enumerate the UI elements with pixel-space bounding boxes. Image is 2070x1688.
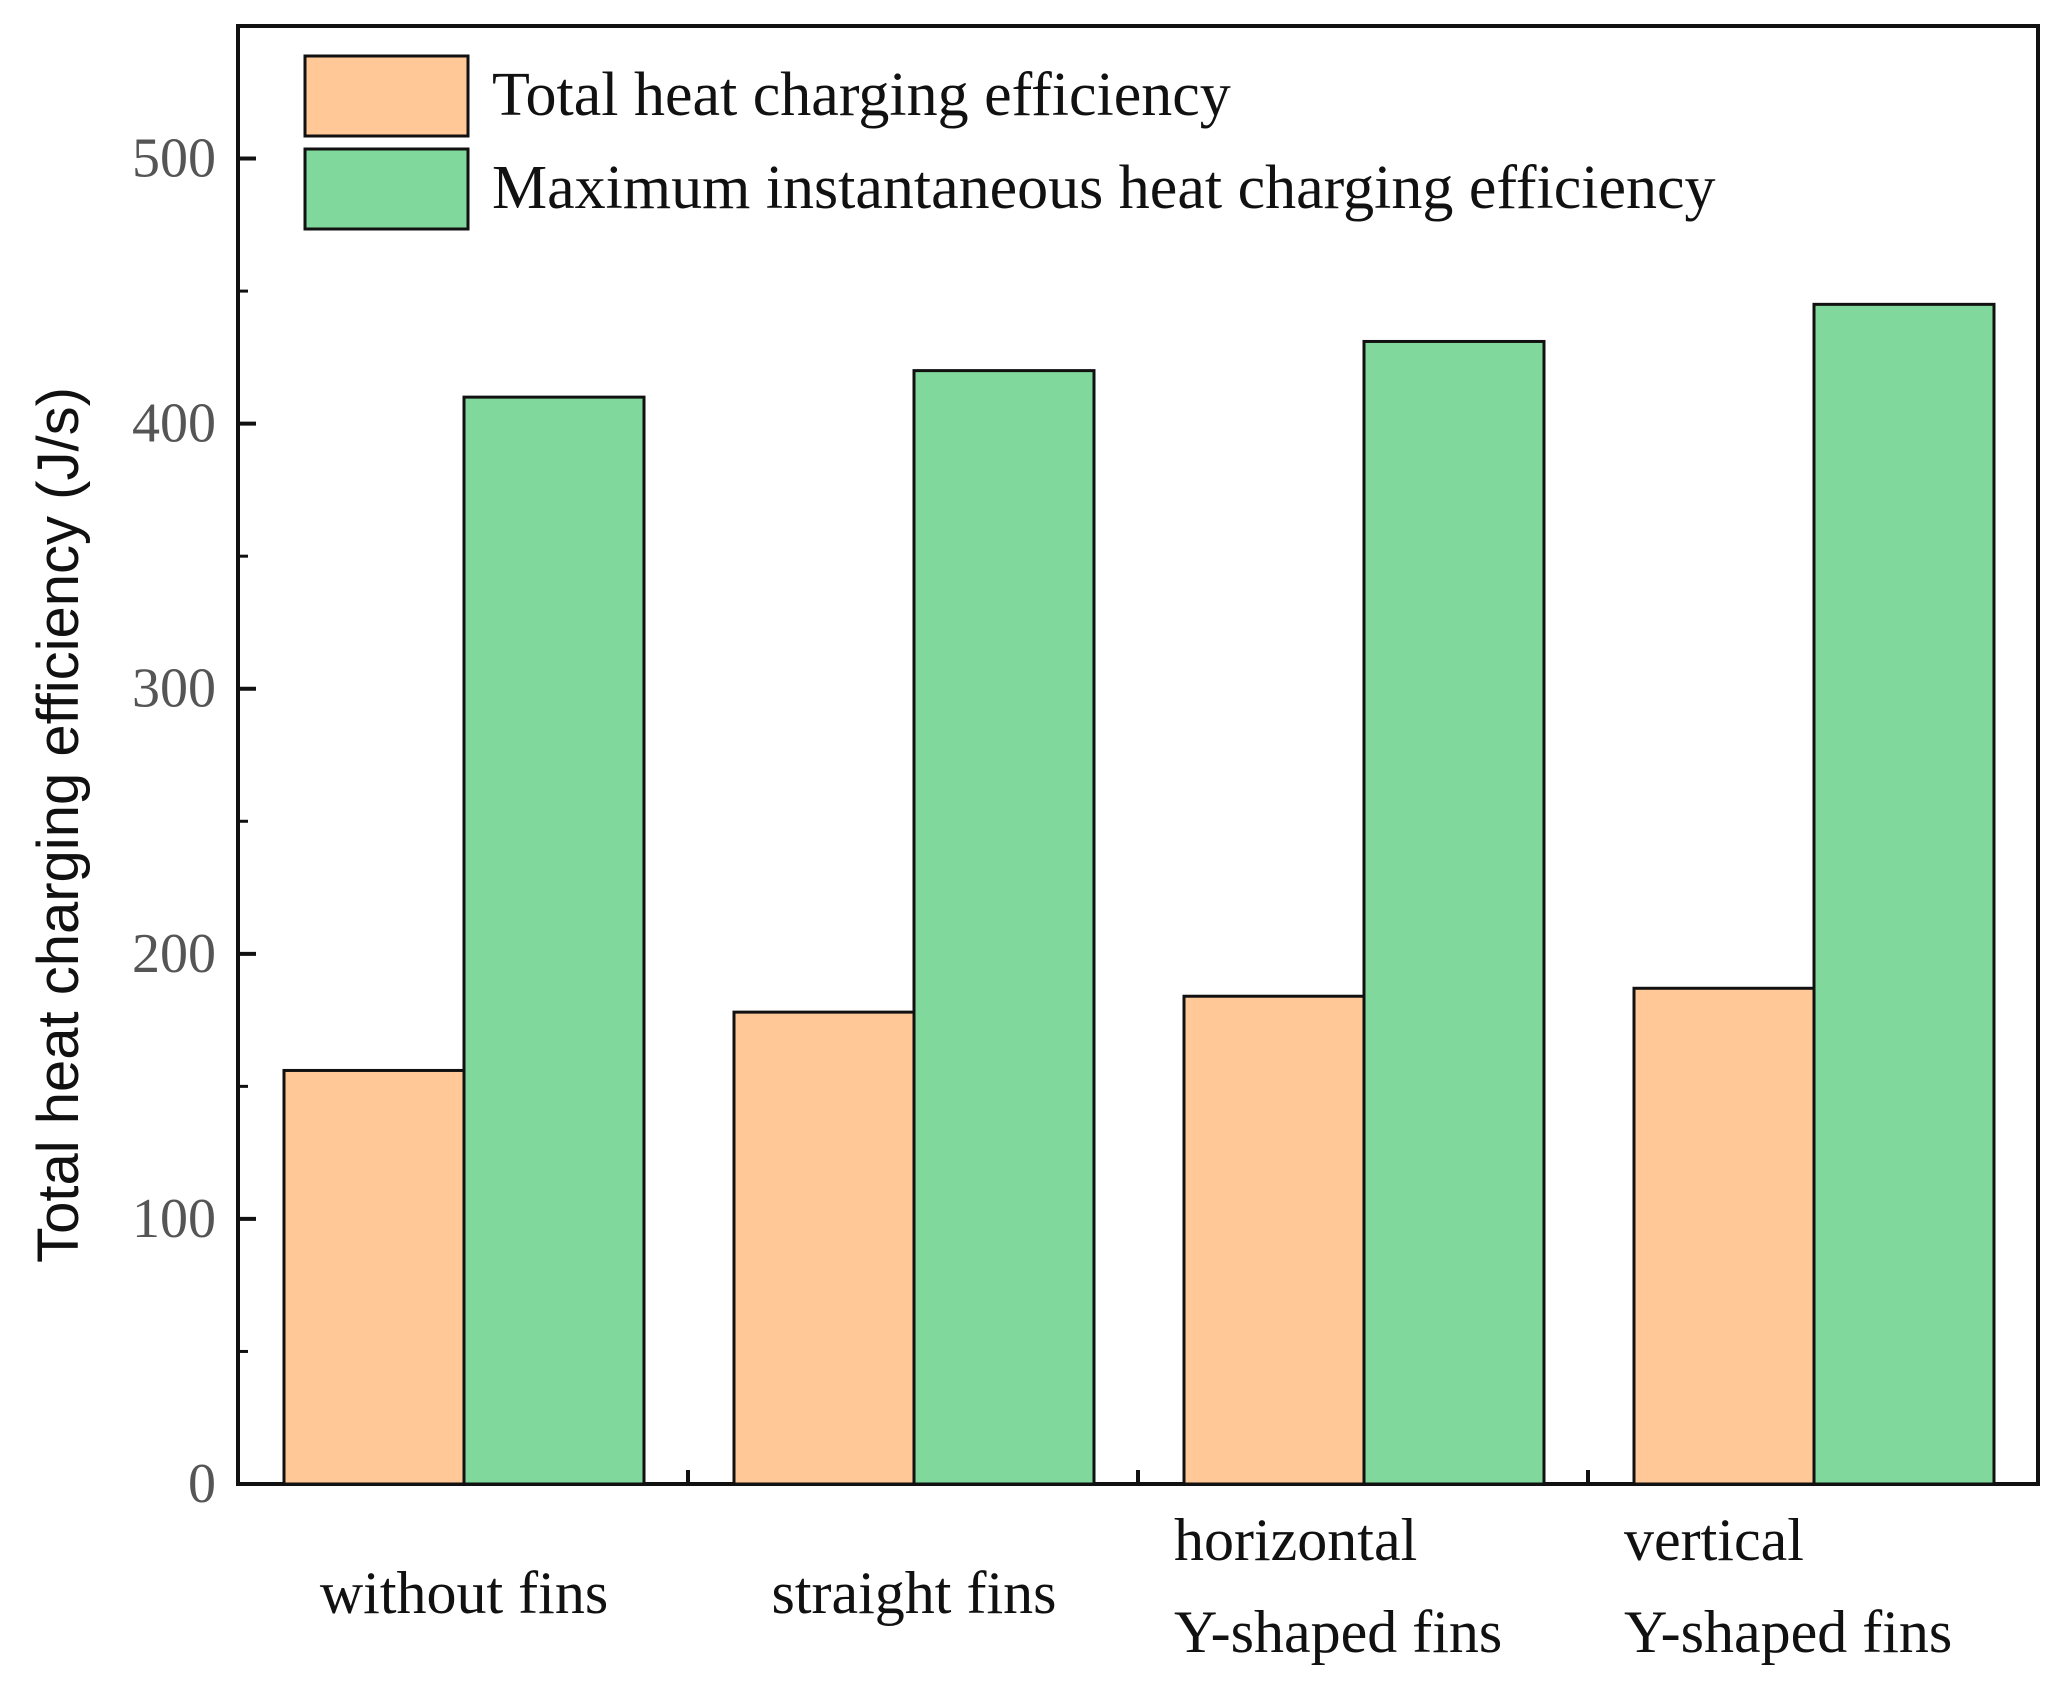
x-category-label: straight fins (772, 1560, 1057, 1626)
x-category-label: vertical (1624, 1507, 1804, 1573)
legend-label: Total heat charging efficiency (492, 61, 1231, 129)
bar-maximum-0 (462, 395, 646, 1486)
y-tick-label: 100 (132, 1188, 216, 1250)
y-axis: 0 100 200 300 400 500 (132, 24, 256, 1515)
y-tick-label: 0 (188, 1453, 216, 1515)
legend-label: Maximum instantaneous heat charging effi… (492, 154, 1716, 222)
y-tick-label: 500 (132, 128, 216, 190)
bar-total-0 (282, 1068, 466, 1486)
bar-total-2 (1182, 994, 1366, 1486)
y-tick-label: 200 (132, 923, 216, 985)
bar-maximum-2 (1362, 339, 1546, 1486)
y-tick-label: 400 (132, 393, 216, 455)
legend-swatch (303, 147, 470, 231)
legend-swatch (303, 54, 470, 138)
bar-total-1 (732, 1010, 916, 1486)
y-axis-title: Total heat charging efficiency (J/s) (26, 387, 91, 1263)
x-category-label: horizontal (1174, 1507, 1417, 1573)
y-tick-label: 300 (132, 658, 216, 720)
bar-maximum-1 (912, 369, 1096, 1486)
x-category-label: Y-shaped fins (1174, 1599, 1502, 1665)
bar-total-3 (1632, 986, 1816, 1486)
legend: Total heat charging efficiency Maximum in… (303, 54, 1716, 231)
x-axis: without fins straight fins horizontal Y-sha… (320, 1470, 1952, 1665)
x-category-label: Y-shaped fins (1624, 1599, 1952, 1665)
x-category-label: without fins (320, 1560, 608, 1626)
bars-group (282, 302, 1996, 1486)
bar-maximum-3 (1812, 302, 1996, 1486)
